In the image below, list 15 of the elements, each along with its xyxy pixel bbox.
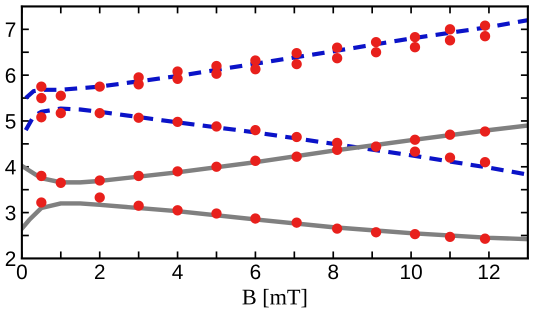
x-tick-label: 2 xyxy=(94,264,104,280)
x-tick-label: 8 xyxy=(328,264,338,280)
x-tick-label: 0 xyxy=(16,264,27,280)
y-tick-label: 5 xyxy=(6,114,16,129)
y-tick-label: 2 xyxy=(6,251,16,266)
line-series xyxy=(24,18,528,100)
x-tick-label: 12 xyxy=(478,264,500,280)
y-tick-label: 6 xyxy=(6,68,16,83)
x-tick-label: 10 xyxy=(401,264,422,280)
y-tick-label: 3 xyxy=(6,206,16,220)
x-tick-label: 6 xyxy=(250,264,260,280)
x-axis-title: B [mT] xyxy=(242,288,306,308)
y-tick-label: 7 xyxy=(6,22,16,37)
y-tick-label: 4 xyxy=(5,160,16,174)
x-tick-label: 4 xyxy=(172,264,183,280)
